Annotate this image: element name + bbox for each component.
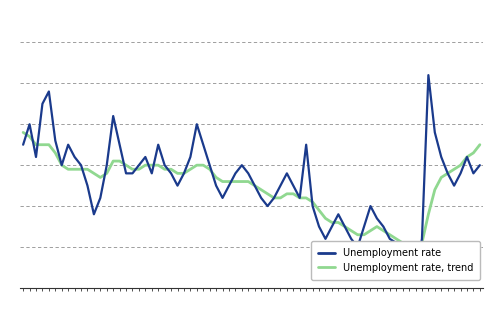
- Unemployment rate: [85, 184, 91, 187]
- Unemployment rate, trend: [174, 172, 180, 175]
- Unemployment rate, trend: [85, 167, 91, 171]
- Unemployment rate, trend: [129, 167, 135, 171]
- Unemployment rate, trend: [20, 131, 26, 134]
- Unemployment rate: [174, 184, 180, 187]
- Unemployment rate: [412, 274, 418, 278]
- Line: Unemployment rate, trend: Unemployment rate, trend: [23, 132, 480, 251]
- Unemployment rate, trend: [277, 196, 283, 200]
- Unemployment rate: [425, 73, 431, 77]
- Unemployment rate: [310, 204, 316, 208]
- Unemployment rate: [20, 143, 26, 146]
- Legend: Unemployment rate, Unemployment rate, trend: Unemployment rate, Unemployment rate, tr…: [311, 241, 480, 280]
- Unemployment rate: [477, 163, 483, 167]
- Unemployment rate, trend: [412, 249, 418, 253]
- Line: Unemployment rate: Unemployment rate: [23, 75, 480, 276]
- Unemployment rate, trend: [310, 200, 316, 204]
- Unemployment rate: [277, 184, 283, 187]
- Unemployment rate: [451, 184, 457, 187]
- Unemployment rate, trend: [477, 143, 483, 146]
- Unemployment rate, trend: [329, 221, 335, 224]
- Unemployment rate: [329, 225, 335, 228]
